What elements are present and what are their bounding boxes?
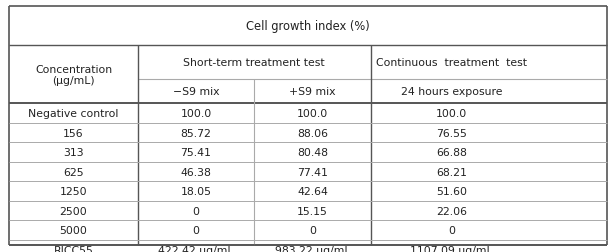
- Text: 0: 0: [192, 206, 200, 216]
- Text: 68.21: 68.21: [436, 167, 467, 177]
- Text: 1107.09 μg/mL: 1107.09 μg/mL: [410, 245, 493, 252]
- Text: RICC55: RICC55: [54, 245, 94, 252]
- Text: 156: 156: [63, 128, 84, 138]
- Text: 100.0: 100.0: [436, 109, 467, 119]
- Text: 15.15: 15.15: [297, 206, 328, 216]
- Text: 24 hours exposure: 24 hours exposure: [400, 87, 502, 97]
- Text: +S9 mix: +S9 mix: [290, 87, 336, 97]
- Text: −S9 mix: −S9 mix: [172, 87, 219, 97]
- Text: 0: 0: [309, 225, 316, 235]
- Text: 80.48: 80.48: [297, 148, 328, 158]
- Text: 983.22 μg/mL: 983.22 μg/mL: [275, 245, 351, 252]
- Text: 51.60: 51.60: [436, 186, 467, 196]
- Text: 66.88: 66.88: [436, 148, 467, 158]
- Text: 85.72: 85.72: [180, 128, 211, 138]
- Text: 100.0: 100.0: [297, 109, 328, 119]
- Text: 1250: 1250: [60, 186, 87, 196]
- Text: 625: 625: [63, 167, 84, 177]
- Text: Concentration
(μg/mL): Concentration (μg/mL): [35, 64, 112, 86]
- Text: 88.06: 88.06: [297, 128, 328, 138]
- Text: 2500: 2500: [60, 206, 87, 216]
- Text: 18.05: 18.05: [180, 186, 211, 196]
- Text: 0: 0: [192, 225, 200, 235]
- Text: 42.64: 42.64: [297, 186, 328, 196]
- Text: 0: 0: [448, 225, 455, 235]
- Text: 77.41: 77.41: [297, 167, 328, 177]
- Text: Cell growth index (%): Cell growth index (%): [246, 20, 370, 33]
- Text: 75.41: 75.41: [180, 148, 211, 158]
- Text: 422.42 μg/mL: 422.42 μg/mL: [158, 245, 233, 252]
- Text: Short-term treatment test: Short-term treatment test: [184, 58, 325, 68]
- Text: 5000: 5000: [60, 225, 87, 235]
- Text: Continuous  treatment  test: Continuous treatment test: [376, 58, 527, 68]
- Text: 100.0: 100.0: [180, 109, 211, 119]
- Text: 313: 313: [63, 148, 84, 158]
- Text: 46.38: 46.38: [180, 167, 211, 177]
- Text: 22.06: 22.06: [436, 206, 467, 216]
- Text: Negative control: Negative control: [28, 109, 119, 119]
- Text: 76.55: 76.55: [436, 128, 467, 138]
